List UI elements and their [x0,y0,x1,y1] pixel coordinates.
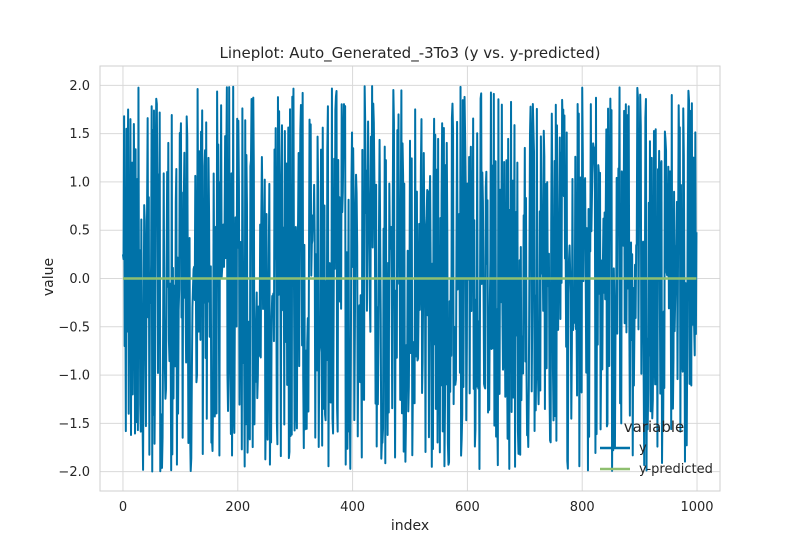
x-tick-label: 800 [570,500,595,515]
y-tick-label: 0.0 [69,272,90,287]
y-tick-label: 1.5 [69,127,90,142]
x-tick-label: 1000 [680,500,713,515]
y-tick-label: −0.5 [58,320,90,335]
y-tick-label: −1.0 [58,369,90,384]
y-tick-label: −1.5 [58,417,90,432]
legend-label-y: y [639,441,647,456]
x-tick-label: 400 [340,500,365,515]
series-line-y [121,85,698,473]
x-tick-label: 0 [119,500,127,515]
tick-labels: 0 200 400 600 800 1000 −2.0 −1.5 −1.0 −0.5 0.0 0.5 1… [58,79,713,515]
series-layer [121,85,698,473]
x-tick-label: 200 [225,500,250,515]
x-tick-label: 600 [455,500,480,515]
y-tick-label: 2.0 [69,79,90,94]
y-tick-label: 0.5 [69,224,90,239]
chart-title: Lineplot: Auto_Generated_-3To3 (y vs. y-… [219,44,600,63]
legend-label-y-predicted: y-predicted [639,462,713,477]
y-axis-label: value [41,258,57,296]
legend: variable y y-predicted [600,418,713,477]
plot-frame [99,65,721,492]
y-tick-label: 1.0 [69,175,90,190]
y-tick-label: −2.0 [58,465,90,480]
legend-title: variable [624,418,685,436]
x-axis-label: index [391,518,429,534]
